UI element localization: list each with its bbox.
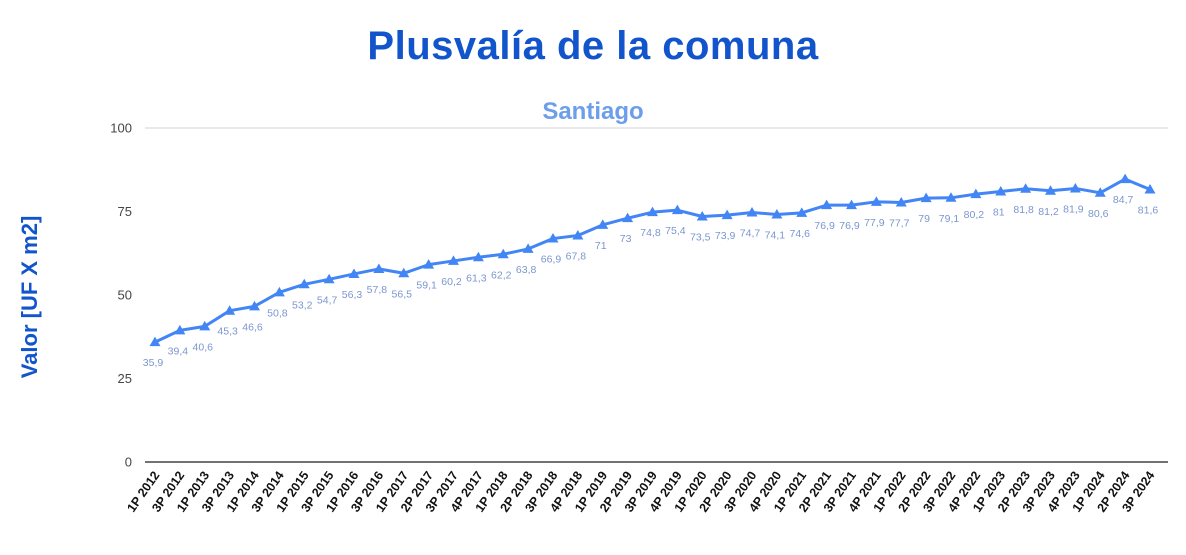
data-point-marker: [945, 192, 957, 202]
data-point-label: 77,7: [889, 217, 910, 229]
data-point-label: 62,2: [491, 269, 512, 281]
data-point-label: 67,8: [566, 251, 587, 263]
data-point-label: 73: [620, 233, 632, 245]
data-point-marker: [224, 305, 236, 315]
data-point-label: 56,3: [342, 289, 363, 301]
data-point-marker: [671, 204, 683, 215]
data-point-label: 81,6: [1138, 204, 1159, 216]
data-point-marker: [423, 259, 435, 269]
data-point-label: 76,9: [814, 220, 835, 232]
data-point-marker: [920, 192, 932, 203]
data-point-label: 80,2: [964, 209, 985, 221]
data-point-marker: [448, 255, 459, 265]
data-point-label: 50,8: [267, 307, 288, 319]
data-point-marker: [472, 251, 484, 262]
data-point-label: 73,5: [690, 232, 711, 244]
data-point-marker: [348, 268, 360, 278]
data-point-marker: [373, 263, 385, 273]
data-point-label: 53,2: [292, 299, 313, 311]
data-point-label: 45,3: [217, 326, 238, 338]
y-tick-label: 50: [118, 288, 132, 303]
data-point-label: 81,9: [1063, 203, 1084, 215]
data-point-label: 77,9: [864, 217, 885, 229]
data-point-label: 74,7: [740, 228, 761, 240]
data-point-marker: [970, 188, 982, 199]
data-point-marker: [497, 248, 509, 259]
data-point-marker: [597, 219, 609, 229]
data-point-label: 81,2: [1038, 206, 1059, 218]
data-point-marker: [249, 300, 260, 311]
data-point-marker: [870, 196, 882, 206]
data-point-marker: [522, 243, 534, 253]
data-point-marker: [622, 212, 634, 223]
data-point-label: 39,4: [168, 345, 189, 357]
data-point-marker: [721, 209, 733, 220]
chart-subtitle: Santiago: [542, 98, 644, 125]
data-point-marker: [1144, 183, 1156, 194]
data-point-label: 74,1: [765, 230, 786, 242]
data-point-marker: [1045, 185, 1056, 195]
series-line: [153, 177, 1152, 344]
chart-title: Plusvalía de la comuna: [367, 24, 819, 68]
data-point-label: 54,7: [317, 294, 338, 306]
y-tick-label: 25: [118, 371, 132, 386]
data-point-marker: [199, 320, 211, 331]
data-point-marker: [572, 230, 584, 240]
data-point-label: 61,3: [466, 272, 487, 284]
data-point-marker: [995, 185, 1007, 196]
data-point-label: 35,9: [143, 357, 164, 369]
data-point-marker: [1119, 173, 1131, 184]
data-point-label: 81: [993, 206, 1005, 218]
data-point-marker: [273, 286, 285, 297]
data-point-label: 66,9: [541, 254, 562, 266]
data-point-marker: [895, 196, 907, 207]
data-point-label: 79: [918, 213, 930, 225]
data-point-label: 74,8: [640, 227, 661, 239]
data-point-marker: [796, 207, 808, 217]
data-point-marker: [547, 233, 559, 243]
y-tick-label: 0: [125, 455, 132, 470]
data-point-label: 46,6: [242, 321, 263, 333]
data-point-label: 57,8: [367, 284, 388, 296]
data-point-label: 79,1: [939, 213, 960, 225]
data-point-label: 56,5: [392, 288, 413, 300]
data-point-label: 74,6: [790, 228, 811, 240]
data-point-marker: [647, 206, 658, 217]
data-point-label: 71: [595, 240, 607, 252]
data-point-marker: [771, 209, 783, 219]
y-tick-label: 100: [110, 121, 132, 136]
data-point-label: 76,9: [839, 220, 860, 232]
data-point-label: 75,4: [665, 225, 686, 237]
data-point-label: 73,9: [715, 230, 736, 242]
data-point-marker: [1094, 187, 1106, 197]
data-point-marker: [696, 211, 708, 221]
data-point-marker: [398, 267, 410, 278]
data-point-marker: [323, 273, 335, 284]
data-point-marker: [1020, 183, 1032, 193]
data-point-label: 60,2: [441, 276, 462, 288]
y-tick-label: 75: [118, 204, 132, 219]
data-point-label: 40,6: [193, 341, 214, 353]
data-point-marker: [174, 324, 186, 335]
data-point-label: 63,8: [516, 264, 537, 276]
data-point-marker: [149, 336, 161, 347]
data-point-label: 59,1: [416, 280, 437, 292]
data-point-marker: [1069, 182, 1081, 193]
data-point-marker: [846, 199, 857, 210]
data-point-label: 80,6: [1088, 208, 1109, 220]
data-point-label: 81,8: [1013, 204, 1034, 216]
data-point-label: 84,7: [1113, 194, 1134, 206]
data-point-marker: [821, 199, 833, 210]
data-point-marker: [746, 207, 758, 217]
data-point-marker: [298, 278, 310, 289]
